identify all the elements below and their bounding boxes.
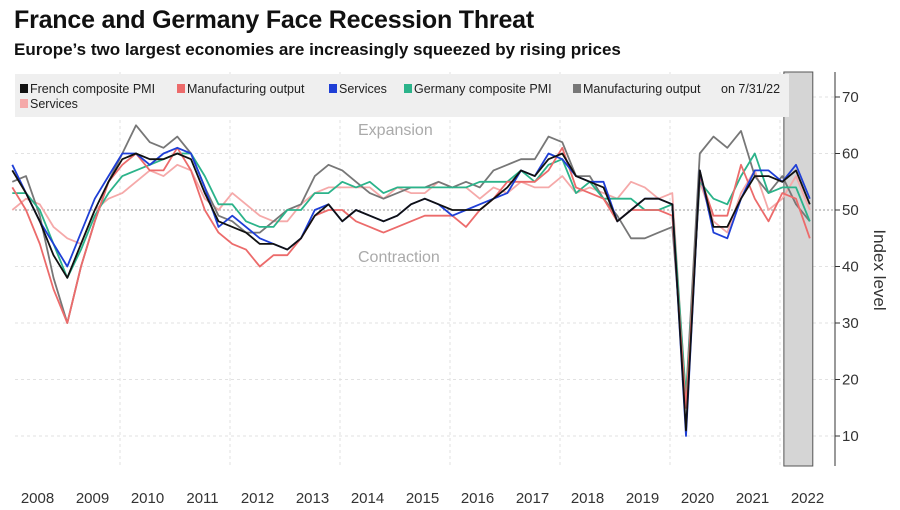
x-tick-label: 2020 [681,490,714,507]
legend-item: Services [30,97,78,111]
series-line-0 [11,152,811,432]
legend-swatch [329,84,337,93]
legend-swatch [177,84,185,93]
x-tick-label: 2021 [736,490,769,507]
y-axis-label: Index level [870,229,889,310]
x-tick-label: 2010 [131,490,164,507]
chart-subtitle: Europe’s two largest economies are incre… [14,40,621,59]
x-tick-label: 2014 [351,490,384,507]
legend-item: Manufacturing output [583,82,701,96]
x-tick-label: 2022 [791,490,824,507]
legend-item: Germany composite PMI [414,82,552,96]
y-tick-label: 70 [842,89,859,106]
legend-item: Services [339,82,387,96]
x-tick-label: 2011 [186,490,218,507]
y-tick-label: 30 [842,315,859,332]
y-tick-label: 40 [842,259,859,276]
x-tick-label: 2018 [571,490,604,507]
annotation-contraction: Contraction [358,249,440,266]
y-tick-label: 60 [842,146,859,163]
shaded-period [783,71,814,467]
legend-swatch [20,84,28,93]
x-tick-label: 2013 [296,490,329,507]
legend-date: on 7/31/22 [721,82,780,96]
legend-item: French composite PMI [30,82,155,96]
x-tick-label: 2008 [21,490,54,507]
y-tick-label: 20 [842,372,859,389]
legend-swatch [404,84,412,93]
legend-item: Manufacturing output [187,82,305,96]
x-tick-label: 2017 [516,490,549,507]
y-tick-label: 10 [842,428,859,445]
x-tick-label: 2016 [461,490,494,507]
annotation-expansion: Expansion [358,122,433,139]
legend: French composite PMI Manufacturing output… [20,82,701,111]
y-tick-label: 50 [842,202,859,219]
x-tick-label: 2012 [241,490,274,507]
series-line-2 [11,146,811,437]
series-lines [11,124,811,437]
legend-swatch [573,84,581,93]
legend-swatch [20,99,28,108]
x-tick-label: 2019 [626,490,659,507]
x-tick-label: 2015 [406,490,439,507]
axes: 10 20 30 40 50 60 70 2008 2009 2010 2011 2012 2013 20… [21,72,859,507]
chart-title: France and Germany Face Recession Threat [14,6,534,34]
legend-background [15,74,789,117]
x-tick-label: 2009 [76,490,109,507]
